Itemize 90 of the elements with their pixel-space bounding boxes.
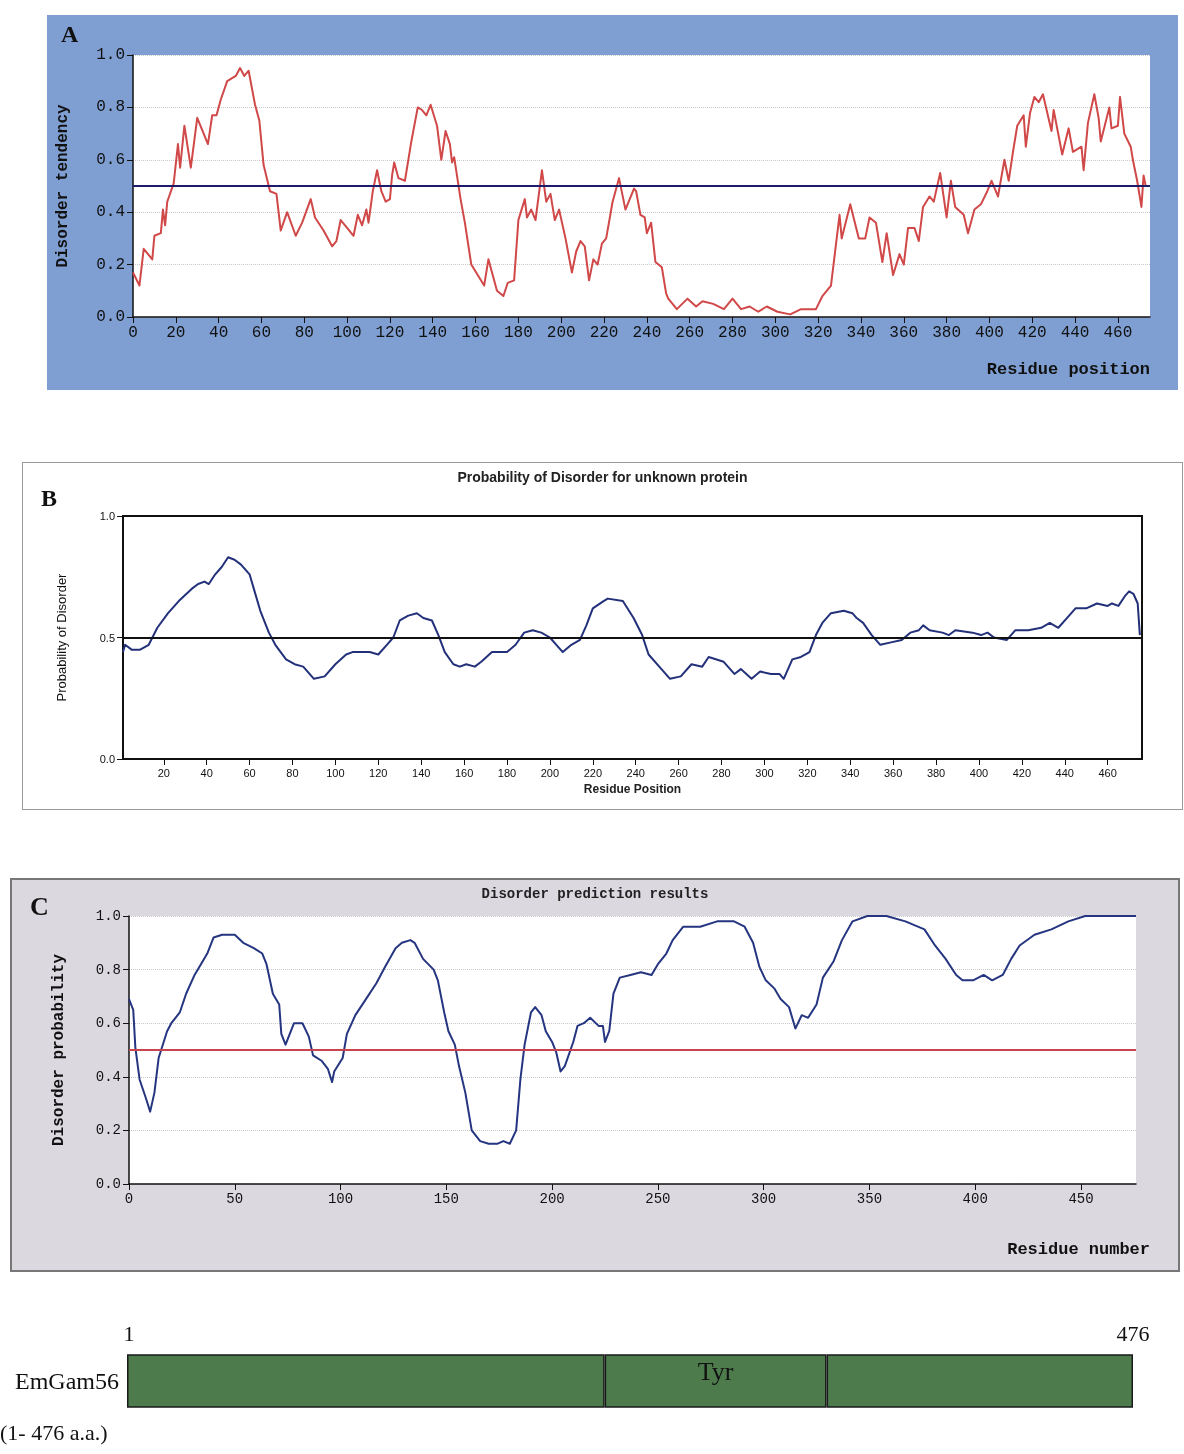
x-tick-label: 120: [369, 766, 388, 779]
x-tick-label: 0: [128, 324, 138, 342]
x-tick-label: 250: [645, 1191, 671, 1207]
y-axis-title: Probability of Disorder: [54, 572, 69, 702]
y-axis-title: Disorder probability: [50, 953, 68, 1147]
x-tick-label: 360: [889, 324, 919, 342]
x-tick-label: 150: [433, 1191, 459, 1207]
x-tick-label: 300: [751, 1191, 777, 1207]
x-tick-label: 60: [243, 766, 256, 779]
y-tick-label: 0.8: [96, 98, 125, 117]
x-tick-label: 200: [539, 1191, 565, 1207]
y-tick-label: 0.6: [95, 1015, 121, 1032]
x-tick-label: 320: [803, 324, 833, 342]
x-tick-label: 420: [1017, 324, 1047, 342]
line-series: [128, 915, 1137, 1145]
chart-title: Disorder prediction results: [481, 886, 709, 902]
x-tick-label: 280: [718, 324, 747, 342]
x-tick-label: 0: [124, 1191, 134, 1207]
x-tick-label: 220: [583, 766, 602, 779]
x-tick-label: 200: [540, 766, 560, 779]
x-tick-label: 160: [454, 766, 474, 779]
x-tick-label: 340: [841, 766, 860, 779]
x-tick-label: 140: [418, 324, 448, 342]
x-tick-label: 260: [669, 766, 688, 779]
y-tick-label: 0.2: [96, 255, 125, 274]
x-tick-label: 280: [712, 766, 731, 779]
text: B: [41, 485, 58, 512]
y-tick-label: 1.0: [95, 908, 121, 924]
x-tick-label: 240: [632, 324, 662, 342]
y-tick-label: EmGam56: [15, 1368, 119, 1394]
x-tick-label: 20: [157, 766, 170, 779]
x-tick-label: 160: [461, 324, 490, 342]
x-tick-label: 300: [755, 766, 774, 779]
x-tick-label: 400: [975, 324, 1004, 342]
chart-title: Probability of Disorder for unknown protein: [457, 469, 748, 485]
x-tick-label: 220: [589, 324, 619, 342]
line-series: [132, 67, 1147, 316]
y-tick-label: 1.0: [99, 510, 115, 522]
x-tick-label: 1: [123, 1320, 135, 1346]
x-tick-label: 260: [675, 324, 705, 342]
x-tick-label: 340: [846, 324, 876, 342]
y-tick-label: 0.5: [99, 631, 115, 644]
x-tick-label: 240: [626, 766, 645, 779]
y-tick-label: 0.0: [99, 753, 115, 765]
x-tick-label: 360: [883, 766, 903, 779]
x-tick-label: 100: [326, 766, 345, 779]
y-tick-label: 0.2: [95, 1122, 121, 1139]
y-tick-label: 0.4: [95, 1068, 121, 1085]
x-tick-label: 120: [375, 324, 405, 342]
x-tick-label: 80: [286, 766, 299, 779]
y-axis-title: Disorder tendency: [54, 103, 72, 268]
y-tick-label: 0.8: [95, 961, 121, 978]
y-tick-label: 0.6: [96, 150, 125, 169]
x-tick-label: 300: [760, 324, 790, 342]
x-tick-label: 20: [166, 324, 186, 342]
x-axis-title: Residue number: [1007, 1240, 1150, 1259]
x-tick-label: 100: [332, 324, 362, 342]
x-tick-label: 50: [226, 1191, 244, 1207]
x-tick-label: 400: [962, 1191, 988, 1207]
y-tick-label: 0.0: [95, 1176, 121, 1192]
x-tick-label: 140: [412, 766, 431, 779]
x-axis-title: Residue Position: [583, 782, 682, 796]
text: (1- 476 a.a.): [0, 1420, 108, 1446]
y-tick-label: 0.0: [96, 308, 125, 326]
x-axis-title: Residue position: [986, 360, 1151, 379]
x-tick-label: 320: [798, 766, 817, 779]
x-tick-label: 450: [1068, 1191, 1094, 1207]
text: A: [61, 21, 79, 48]
x-tick-label: 60: [251, 324, 272, 342]
x-tick-label: 460: [1098, 766, 1117, 779]
x-tick-label: 440: [1060, 324, 1090, 342]
x-tick-label: 420: [1012, 766, 1032, 779]
x-tick-label: 100: [327, 1191, 354, 1207]
x-tick-label: 380: [926, 766, 946, 779]
x-tick-label: 80: [294, 324, 314, 342]
x-tick-label: 40: [209, 324, 229, 342]
y-tick-label: 1.0: [96, 46, 125, 64]
x-tick-label: 400: [969, 766, 989, 779]
data-label: Tyr: [697, 1356, 734, 1386]
text: C: [30, 892, 49, 922]
x-tick-label: 460: [1103, 324, 1133, 342]
x-tick-label: 440: [1055, 766, 1074, 779]
x-tick-label: 350: [856, 1191, 883, 1207]
x-tick-label: 180: [497, 766, 517, 779]
x-tick-label: 180: [503, 324, 533, 342]
x-tick-label: 476: [1116, 1320, 1150, 1346]
y-tick-label: 0.4: [96, 203, 125, 222]
x-tick-label: 40: [200, 766, 213, 779]
x-tick-label: 200: [546, 324, 576, 342]
x-tick-label: 380: [932, 324, 962, 342]
